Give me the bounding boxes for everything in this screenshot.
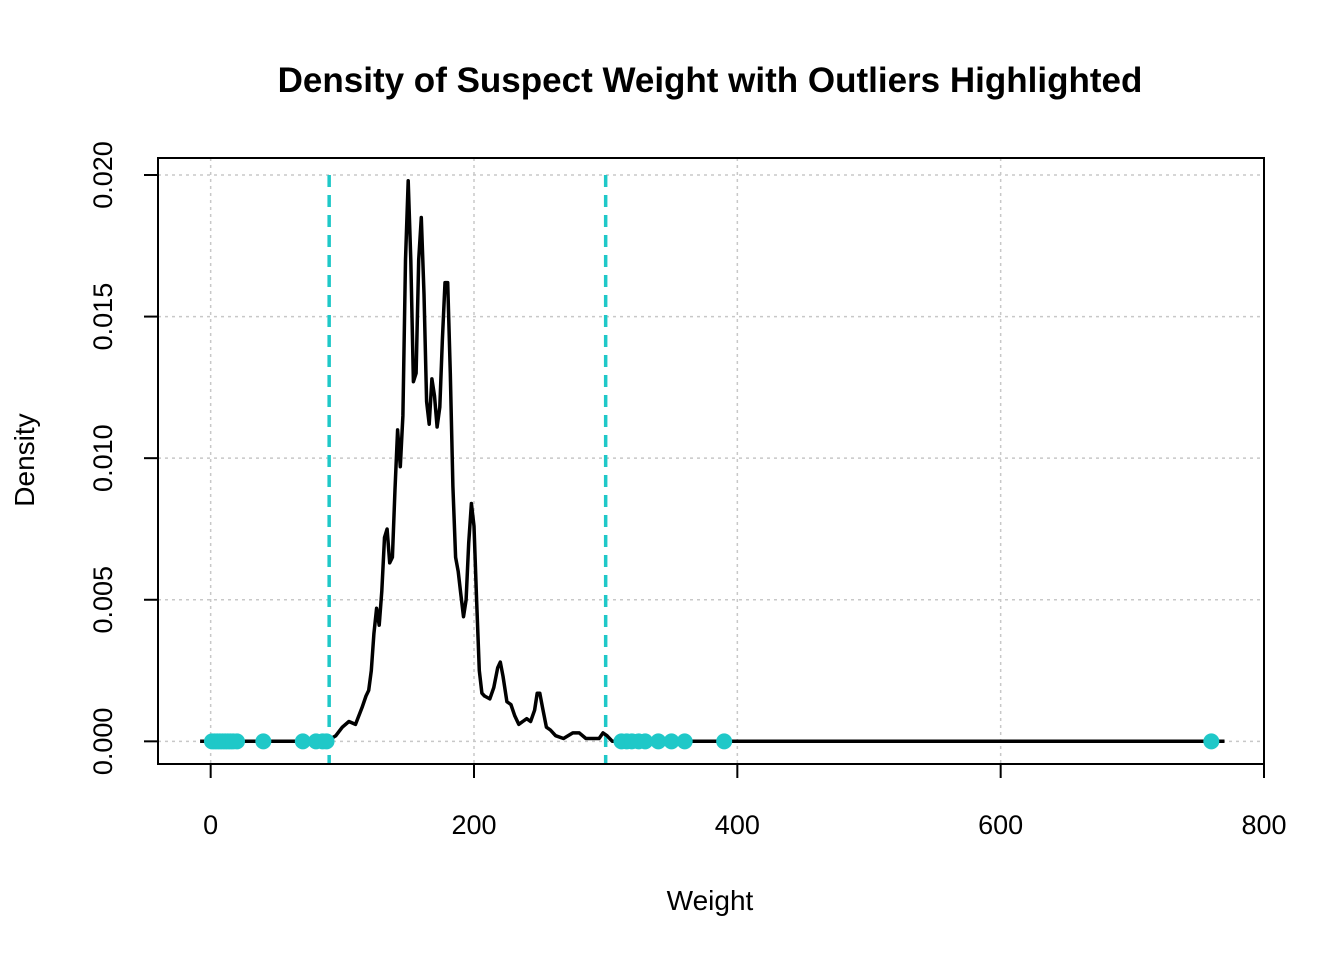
x-tick-label-4: 800 bbox=[1241, 810, 1286, 840]
y-tick-label-2: 0.010 bbox=[88, 424, 118, 492]
density-curve bbox=[200, 178, 1225, 744]
x-tick-label-0: 0 bbox=[203, 810, 218, 840]
outlier-point-22 bbox=[676, 733, 693, 750]
y-tick-label-4: 0.020 bbox=[88, 141, 118, 209]
x-axis-title: Weight bbox=[667, 885, 754, 916]
y-tick-label-0: 0.000 bbox=[88, 708, 118, 776]
outlier-point-19 bbox=[637, 733, 654, 750]
plot-frame bbox=[157, 157, 1265, 765]
outlier-point-10 bbox=[255, 733, 272, 750]
grid-lines bbox=[158, 158, 1265, 764]
x-axis: 0 200 400 600 800 bbox=[203, 763, 1287, 840]
outlier-point-9 bbox=[229, 733, 245, 750]
outlier-point-21 bbox=[663, 733, 680, 750]
outlier-points bbox=[203, 733, 1220, 750]
x-tick-label-2: 400 bbox=[715, 810, 760, 840]
outlier-point-24 bbox=[1203, 733, 1220, 750]
y-axis-title: Density bbox=[9, 413, 40, 506]
threshold-lines bbox=[327, 174, 608, 764]
density-curve-layer bbox=[200, 178, 1225, 744]
y-tick-label-1: 0.005 bbox=[88, 566, 118, 634]
x-tick-label-3: 600 bbox=[978, 810, 1023, 840]
outlier-point-23 bbox=[716, 733, 733, 750]
outlier-point-14 bbox=[318, 733, 335, 750]
x-tick-label-1: 200 bbox=[451, 810, 496, 840]
outlier-point-20 bbox=[650, 733, 667, 750]
y-tick-label-3: 0.015 bbox=[88, 283, 118, 351]
chart-title: Density of Suspect Weight with Outliers … bbox=[278, 61, 1143, 100]
outlier-point-11 bbox=[294, 733, 311, 750]
y-axis: 0.000 0.005 0.010 0.015 0.020 bbox=[88, 141, 158, 775]
